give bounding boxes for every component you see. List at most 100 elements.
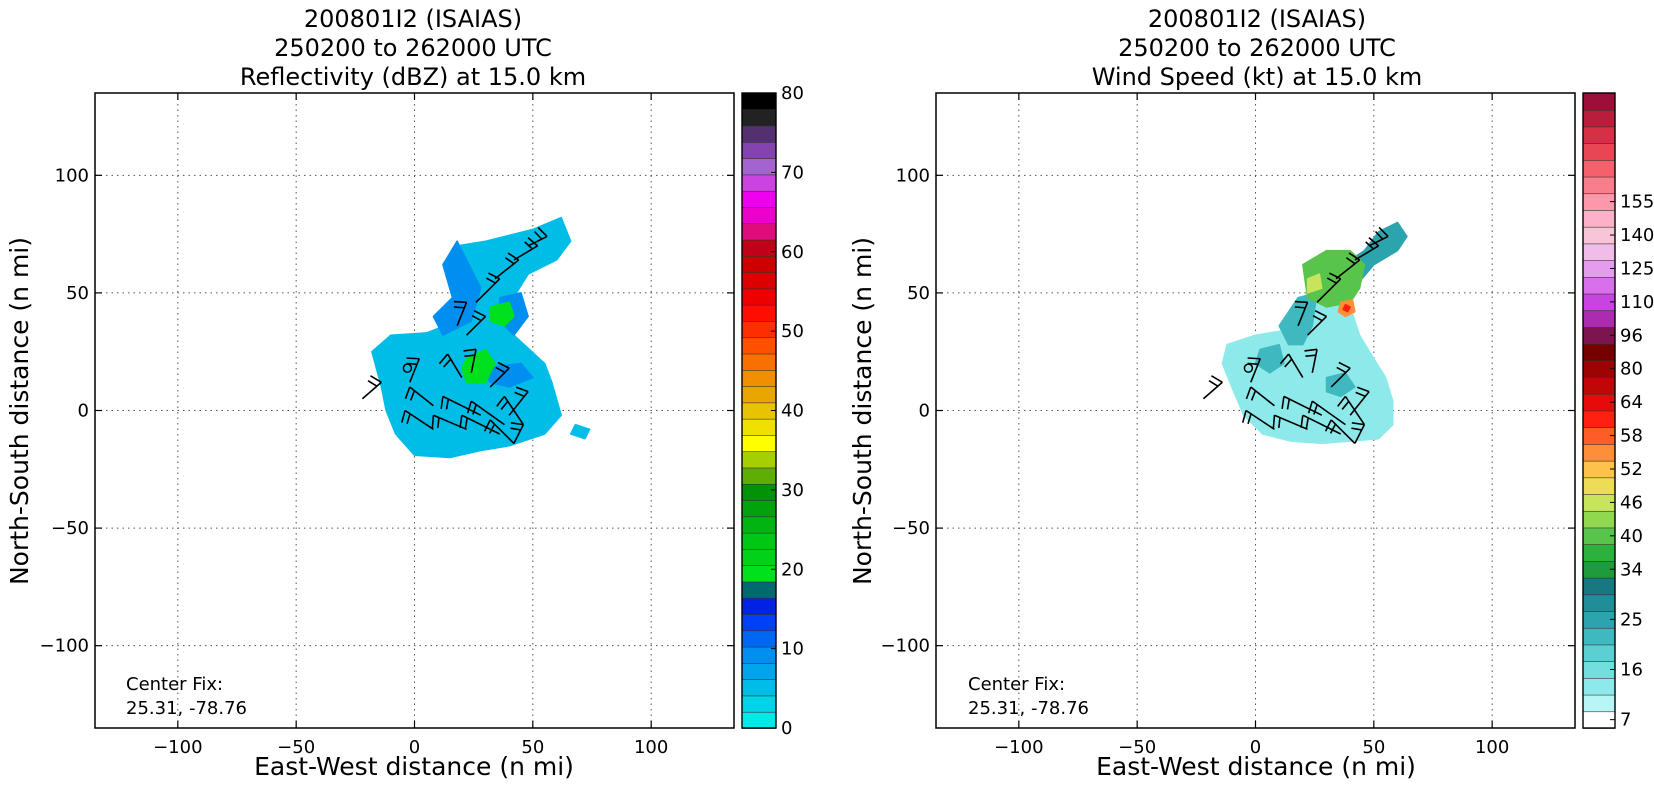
wind-barb-flag — [1247, 357, 1261, 360]
x-tick-label: 50 — [521, 737, 544, 758]
wind-barb-flag — [1345, 257, 1356, 265]
wind-barb-flag — [1286, 398, 1291, 410]
colorbar-segment — [1582, 694, 1616, 713]
wind-barb-flag — [370, 375, 382, 383]
colorbar-segment — [741, 141, 777, 159]
colorbar-segment — [741, 678, 777, 697]
wind-barb-flag — [463, 348, 477, 352]
wind-barb-flag — [1341, 400, 1350, 410]
colorbar-segment — [1582, 376, 1616, 395]
wind-barb — [475, 278, 501, 303]
wind-barb — [1316, 278, 1342, 303]
wind-barb-flag — [504, 257, 515, 265]
colorbar-segment — [1582, 594, 1616, 612]
wind-barb-flag — [1329, 423, 1337, 434]
wind-barb — [489, 367, 510, 388]
wind-barb — [409, 386, 434, 407]
colorbar-segment — [1582, 677, 1616, 696]
colorbar-segment — [1582, 477, 1616, 495]
colorbar-segment — [1582, 243, 1616, 261]
colorbar-tick-label: 40 — [1620, 526, 1643, 547]
colorbar-tick-label: 110 — [1620, 292, 1654, 313]
colorbar-tick-label: 64 — [1620, 392, 1643, 413]
x-tick-label: 100 — [634, 737, 668, 758]
colorbar-segment — [741, 304, 777, 322]
colorbar-segment — [741, 369, 777, 387]
field-region — [461, 348, 496, 384]
x-tick-label: 0 — [1250, 737, 1261, 758]
x-axis-label: East-West distance (n mi) — [254, 752, 574, 781]
wind-barb — [409, 358, 420, 383]
wind-barb-flag — [453, 306, 465, 309]
wind-barb — [1330, 419, 1356, 444]
wind-barb-flag — [485, 277, 496, 284]
wind-barb — [1297, 302, 1309, 327]
center-fix-label: Center Fix: — [126, 674, 223, 695]
colorbar-tick-label: 80 — [781, 83, 804, 104]
wind-barb-flag — [1247, 413, 1252, 425]
wind-barb — [1250, 386, 1275, 407]
y-axis-label: North-South distance (n mi) — [5, 237, 34, 585]
wind-barb-flag — [438, 353, 449, 365]
chart-title-line-1: 200801I2 (ISAIAS) — [1148, 5, 1366, 33]
wind-barb-flag — [1294, 306, 1306, 309]
wind-barb-flag — [1329, 272, 1342, 280]
wind-barb-flag — [1245, 386, 1252, 400]
wind-barb — [1368, 235, 1389, 247]
wind-barb — [1349, 391, 1370, 416]
wind-barb — [1354, 424, 1366, 444]
field-region — [432, 240, 482, 336]
wind-barb-flag — [409, 390, 416, 401]
chart-title-line-3: Reflectivity (dBZ) at 15.0 km — [240, 63, 586, 91]
wind-barb-flag — [1281, 396, 1285, 410]
field-region — [1302, 249, 1366, 308]
colorbar-segment — [1582, 159, 1616, 178]
wind-barb-flag — [1294, 300, 1308, 304]
colorbar-segment — [1582, 410, 1616, 429]
wind-barb — [1330, 367, 1351, 388]
colorbar-tick-label: 58 — [1620, 426, 1643, 447]
wind-barb-flag — [404, 386, 411, 400]
colorbar-tick-label: 70 — [781, 162, 804, 183]
colorbar-segment — [1582, 109, 1616, 128]
wind-barb-flag — [1337, 395, 1347, 407]
center-fix-value: 25.31, -78.76 — [968, 698, 1089, 719]
x-tick-label: −100 — [153, 737, 202, 758]
colorbar-tick-label: 7 — [1620, 710, 1631, 731]
colorbar-segment — [741, 597, 777, 615]
wind-barb-flag — [437, 417, 440, 429]
colorbar-segment — [741, 108, 777, 127]
wind-barb-flag — [510, 421, 524, 426]
wind-barb-flag — [1355, 391, 1366, 398]
wind-barb-flag — [431, 415, 435, 428]
center-marker — [1243, 363, 1254, 373]
wind-barbs — [361, 226, 548, 444]
colorbar-segment — [741, 206, 777, 225]
wind-barbs — [1202, 226, 1389, 444]
wind-barb-flag — [1278, 417, 1281, 429]
colorbar-tick-label: 34 — [1620, 559, 1643, 580]
colorbar-segment — [1582, 543, 1616, 562]
wind-barb-flag — [1368, 237, 1380, 247]
wind-barb — [404, 409, 434, 430]
field-region — [1342, 303, 1351, 313]
colorbar-segment — [741, 711, 777, 729]
wind-barb-flag — [500, 400, 509, 410]
colorbar-segment — [741, 581, 777, 599]
colorbar-segment — [741, 385, 777, 404]
axis-ticks: −100 −50 0 50 100 −100 −50 0 50 100 — [881, 93, 1575, 758]
x-tick-label: 100 — [1475, 737, 1509, 758]
wind-barb — [470, 349, 477, 374]
wind-barb-flag — [1208, 379, 1219, 387]
wind-barb — [1311, 349, 1318, 374]
field-region — [1306, 273, 1323, 294]
field-region — [489, 301, 515, 327]
wind-barb-flag — [1351, 427, 1362, 431]
colorbar-segment — [1582, 126, 1616, 144]
colorbar-segment — [741, 499, 777, 518]
colorbar-tick-label: 30 — [781, 480, 804, 501]
colorbar-segment — [1582, 276, 1616, 295]
colorbar-segment — [741, 157, 777, 176]
wind-barb-flag — [495, 366, 506, 374]
center-fix-label: Center Fix: — [968, 674, 1065, 695]
